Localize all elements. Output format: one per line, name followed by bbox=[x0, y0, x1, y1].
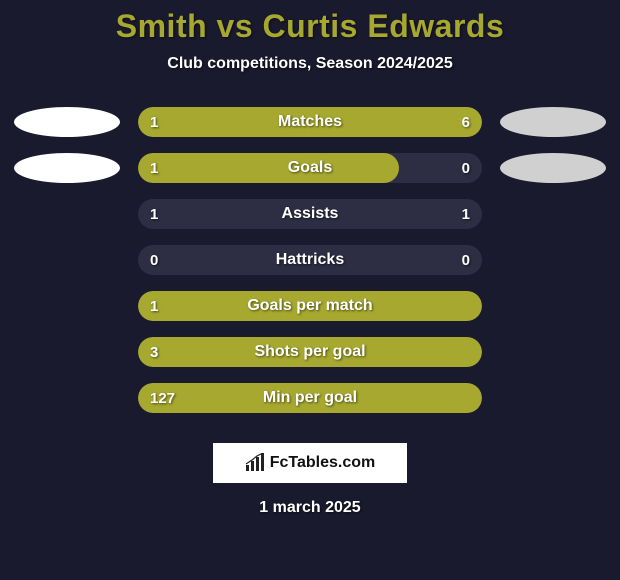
logo-box: FcTables.com bbox=[213, 443, 407, 483]
spacer bbox=[14, 245, 120, 275]
player-right-oval bbox=[500, 107, 606, 137]
stat-label: Min per goal bbox=[138, 383, 482, 413]
stat-label: Hattricks bbox=[138, 245, 482, 275]
stat-rows: Matches16Goals10Assists11Hattricks00Goal… bbox=[0, 107, 620, 413]
stat-bar-track: Goals1 0 bbox=[138, 153, 482, 183]
stat-value-left: 1 bbox=[150, 199, 158, 229]
spacer bbox=[500, 245, 606, 275]
stat-label: Matches bbox=[138, 107, 482, 137]
bar-chart-icon bbox=[245, 453, 265, 473]
player-left-oval bbox=[14, 107, 120, 137]
date-line: 1 march 2025 bbox=[0, 499, 620, 517]
stat-bar-track: Min per goal127 bbox=[138, 383, 482, 413]
stat-value-left: 127 bbox=[150, 383, 175, 413]
player-left-oval bbox=[14, 153, 120, 183]
stat-value-right: 1 bbox=[462, 199, 470, 229]
stat-value-right: 0 bbox=[462, 245, 470, 275]
stat-value-left: 1 bbox=[150, 153, 158, 183]
stat-value-left: 0 bbox=[150, 245, 158, 275]
stat-label: Assists bbox=[138, 199, 482, 229]
spacer bbox=[14, 291, 120, 321]
spacer bbox=[500, 337, 606, 367]
spacer bbox=[500, 291, 606, 321]
spacer bbox=[500, 199, 606, 229]
stat-row: Goals1 0 bbox=[0, 153, 620, 183]
stat-label: Goals per match bbox=[138, 291, 482, 321]
stat-value-right: 6 bbox=[462, 107, 470, 137]
stat-value-left: 1 bbox=[150, 291, 158, 321]
logo-text: FcTables.com bbox=[270, 454, 376, 472]
spacer bbox=[14, 199, 120, 229]
stat-label: Shots per goal bbox=[138, 337, 482, 367]
stat-row: Assists1 1 bbox=[0, 199, 620, 229]
stat-value-left: 3 bbox=[150, 337, 158, 367]
stat-label: Goals bbox=[138, 153, 482, 183]
stat-row: Hattricks0 0 bbox=[0, 245, 620, 275]
spacer bbox=[14, 383, 120, 413]
stat-row: Shots per goal3 bbox=[0, 337, 620, 367]
stat-value-right: 0 bbox=[462, 153, 470, 183]
stat-value-left: 1 bbox=[150, 107, 158, 137]
stat-row: Min per goal127 bbox=[0, 383, 620, 413]
page-title: Smith vs Curtis Edwards bbox=[0, 8, 620, 45]
stat-row: Goals per match1 bbox=[0, 291, 620, 321]
spacer bbox=[14, 337, 120, 367]
stat-row: Matches1 6 bbox=[0, 107, 620, 137]
player-right-oval bbox=[500, 153, 606, 183]
stat-bar-track: Hattricks0 0 bbox=[138, 245, 482, 275]
stat-bar-track: Goals per match1 bbox=[138, 291, 482, 321]
stat-bar-track: Assists1 1 bbox=[138, 199, 482, 229]
comparison-infographic: Smith vs Curtis Edwards Club competition… bbox=[0, 0, 620, 580]
spacer bbox=[500, 383, 606, 413]
stat-bar-track: Matches1 6 bbox=[138, 107, 482, 137]
page-subtitle: Club competitions, Season 2024/2025 bbox=[0, 55, 620, 73]
stat-bar-track: Shots per goal3 bbox=[138, 337, 482, 367]
